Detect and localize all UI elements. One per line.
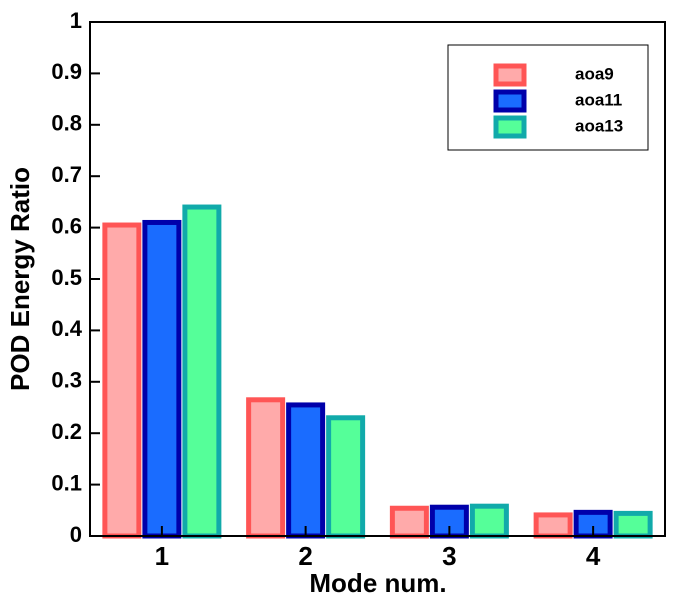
legend-box [447, 44, 649, 151]
legend-swatch [493, 89, 527, 113]
legend-swatch [493, 63, 527, 87]
legend-label: aoa11 [575, 90, 622, 109]
y-tick-label: 0.4 [51, 316, 82, 341]
y-tick-label: 0.6 [51, 213, 82, 238]
y-tick-label: 0.1 [51, 470, 82, 495]
y-tick-label: 0.8 [51, 111, 82, 136]
y-tick-label: 1 [70, 8, 82, 33]
legend-swatch [493, 115, 527, 139]
bar [469, 503, 509, 539]
x-tick-label: 2 [298, 541, 312, 571]
legend-label: aoa13 [575, 116, 623, 135]
x-axis-title: Mode num. [309, 568, 446, 598]
bar [286, 402, 326, 539]
legend-label: aoa9 [575, 64, 614, 83]
bar [102, 222, 142, 539]
bar [326, 415, 366, 539]
bar [142, 219, 182, 539]
x-tick-label: 4 [586, 541, 601, 571]
bar [613, 510, 653, 539]
y-axis-title: POD Energy Ratio [5, 167, 35, 391]
y-tick-label: 0 [70, 522, 82, 547]
bar [246, 397, 286, 539]
bar [389, 505, 429, 539]
bar [182, 204, 222, 539]
bar [533, 512, 573, 539]
y-tick-label: 0.9 [51, 59, 82, 84]
y-tick-label: 0.2 [51, 419, 82, 444]
plot-frame [89, 21, 666, 537]
y-tick-label: 0.5 [51, 265, 82, 290]
y-tick-label: 0.3 [51, 368, 82, 393]
x-tick-label: 3 [442, 541, 456, 571]
y-tick-label: 0.7 [51, 162, 82, 187]
x-tick-label: 1 [155, 541, 169, 571]
